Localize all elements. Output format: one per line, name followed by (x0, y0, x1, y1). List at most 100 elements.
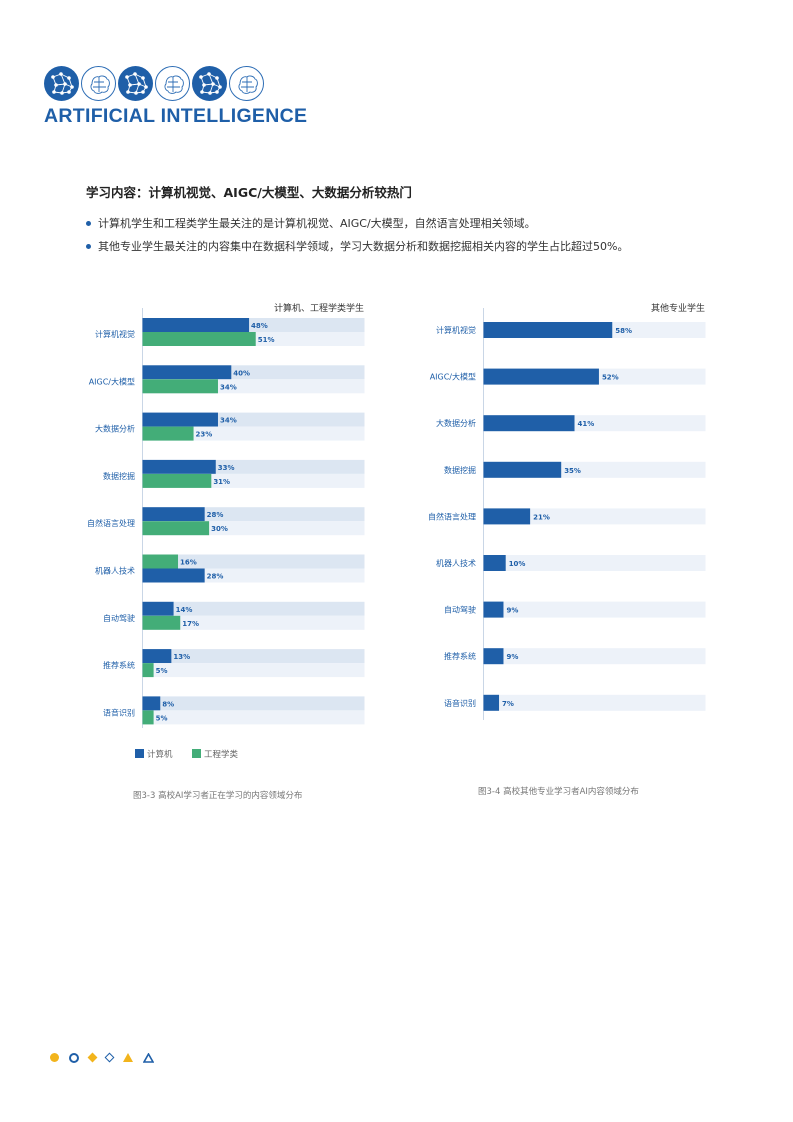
bar-track (142, 710, 365, 725)
network-logo-icon (118, 66, 153, 101)
category-label: 大数据分析 (436, 418, 476, 428)
legend-label: 工程学类 (204, 749, 239, 760)
bar-track (142, 649, 365, 664)
bar (142, 568, 205, 583)
data-label: 8% (162, 700, 174, 708)
bar (142, 507, 205, 522)
bar (483, 368, 599, 385)
bar (142, 459, 216, 474)
data-label: 5% (156, 714, 168, 722)
brain-logo-icon (229, 66, 264, 101)
bar-track (142, 696, 365, 711)
data-label: 41% (578, 420, 595, 428)
bar-track (483, 694, 706, 711)
category-label: 数据挖掘 (444, 465, 476, 475)
bullet-dot-icon (86, 220, 91, 226)
category-label: 语音识别 (103, 707, 135, 717)
category-label: AIGC/大模型 (430, 372, 476, 382)
chart-title: 其他专业学生 (651, 302, 705, 314)
bar (142, 412, 218, 427)
legend-label: 计算机 (147, 749, 173, 760)
bar (483, 694, 500, 711)
footer-decorations (50, 1048, 155, 1067)
bar (142, 365, 232, 380)
bar (483, 322, 613, 338)
data-label: 21% (533, 513, 550, 521)
data-label: 35% (564, 467, 581, 475)
bar (483, 555, 506, 571)
logo-circles (44, 66, 264, 103)
bullet-dot-icon (86, 243, 91, 249)
blue-ring-icon (69, 1052, 79, 1063)
category-label: 自然语言处理 (87, 518, 135, 528)
network-logo-icon (44, 66, 79, 101)
category-label: 大数据分析 (95, 424, 135, 434)
data-label: 28% (207, 511, 224, 519)
blue-triangle-outline-icon (142, 1048, 155, 1067)
data-label: 13% (173, 653, 190, 661)
data-label: 16% (180, 559, 197, 567)
category-label: 自然语言处理 (428, 511, 476, 521)
bar (142, 696, 161, 711)
data-label: 52% (602, 374, 619, 382)
category-label: 推荐系统 (444, 651, 476, 661)
legend-swatch (192, 749, 201, 758)
network-logo-icon (192, 66, 227, 101)
bar-track (483, 601, 706, 618)
chart-caption-right: 图3-4 高校其他专业学习者AI内容领域分布 (478, 787, 639, 797)
bullet-item: 计算机学生和工程类学生最关注的是计算机视觉、AIGC/大模型，自然语言处理相关领… (86, 215, 536, 231)
bar (142, 554, 179, 569)
chart-caption-left: 图3-3 高校AI学习者正在学习的内容领域分布 (133, 791, 303, 801)
bar (142, 318, 250, 332)
data-label: 40% (233, 369, 250, 377)
bar (142, 615, 181, 630)
bar (483, 648, 504, 665)
bar (142, 332, 256, 346)
category-label: 计算机视觉 (95, 329, 135, 339)
data-label: 14% (176, 606, 193, 614)
chart-title: 计算机、工程学类学生 (274, 302, 364, 314)
category-label: 自动驾驶 (444, 605, 476, 615)
bar (483, 461, 562, 478)
category-label: 机器人技术 (95, 566, 135, 576)
yellow-circle-icon (50, 1053, 59, 1062)
data-label: 7% (502, 700, 514, 708)
category-label: 自动驾驶 (103, 613, 135, 623)
bar (142, 601, 174, 616)
category-label: 机器人技术 (436, 558, 476, 568)
brain-logo-icon (155, 66, 190, 101)
category-label: 数据挖掘 (103, 471, 135, 481)
category-label: 推荐系统 (103, 660, 135, 670)
section-title: 学习内容：计算机视觉、AIGC/大模型、大数据分析较热门 (86, 185, 412, 200)
data-label: 5% (156, 667, 168, 675)
data-label: 34% (220, 417, 237, 425)
yellow-triangle-icon (123, 1053, 133, 1062)
bar (483, 601, 504, 618)
bar-track (483, 508, 706, 525)
bar (142, 473, 212, 488)
data-label: 58% (615, 327, 632, 335)
blue-diamond-outline-icon (104, 1052, 115, 1063)
bar (142, 521, 210, 536)
bar (142, 379, 218, 394)
bar-track (142, 554, 365, 569)
bar-track (142, 663, 365, 678)
data-label: 23% (196, 431, 213, 439)
brain-logo-icon (81, 66, 116, 101)
data-label: 48% (251, 322, 268, 330)
category-label: AIGC/大模型 (89, 376, 135, 386)
bar (142, 663, 154, 678)
data-label: 10% (509, 560, 526, 568)
data-label: 34% (220, 383, 237, 391)
bar-track (483, 648, 706, 665)
data-label: 33% (218, 464, 235, 472)
data-label: 17% (182, 620, 199, 628)
bar (483, 415, 575, 432)
bar (142, 710, 154, 725)
data-label: 28% (207, 573, 224, 581)
category-label: 语音识别 (444, 698, 476, 708)
data-label: 31% (213, 478, 230, 486)
data-label: 9% (506, 607, 518, 615)
bar (142, 426, 194, 441)
